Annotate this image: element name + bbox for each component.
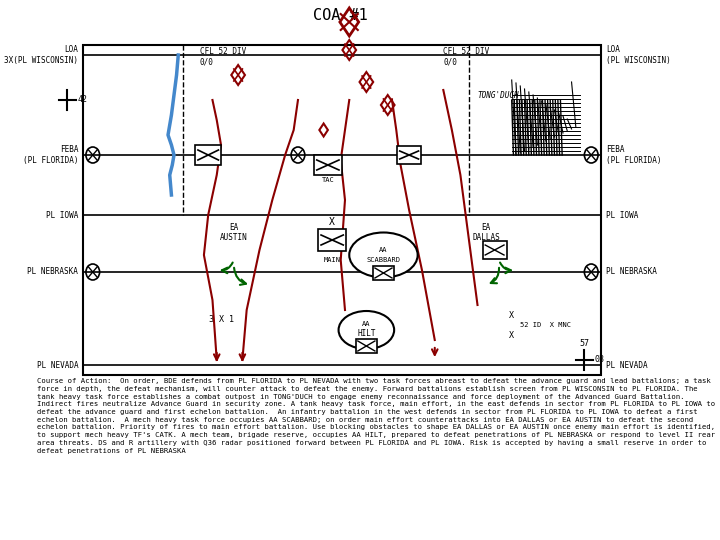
Text: CFL 52 DIV: CFL 52 DIV [444, 48, 490, 57]
Text: X: X [329, 217, 335, 227]
Bar [318, 229, 346, 251]
Text: CFL 52 DIV: CFL 52 DIV [199, 48, 246, 57]
Bar [356, 339, 377, 353]
Ellipse shape [349, 233, 418, 278]
Bar [314, 155, 341, 175]
Text: TAC: TAC [322, 177, 334, 183]
Text: EA: EA [482, 224, 491, 233]
Text: PL IOWA: PL IOWA [606, 211, 638, 219]
Text: TONG'DUCH: TONG'DUCH [477, 91, 519, 99]
Text: 0/0: 0/0 [444, 57, 457, 66]
Text: PL IOWA: PL IOWA [46, 211, 78, 219]
Text: PL NEVADA: PL NEVADA [606, 361, 647, 369]
Text: AA: AA [379, 247, 387, 253]
Text: 0/0: 0/0 [199, 57, 214, 66]
Text: EA: EA [229, 224, 238, 233]
Text: LOA
3X(PL WISCONSIN): LOA 3X(PL WISCONSIN) [4, 45, 78, 65]
Text: AA: AA [362, 321, 371, 327]
Text: 52 ID  X MNC: 52 ID X MNC [521, 322, 571, 328]
Bar [482, 241, 507, 259]
Text: PL NEBRASKA: PL NEBRASKA [606, 267, 657, 276]
Text: FEBA
(PL FLORIDA): FEBA (PL FLORIDA) [606, 145, 661, 165]
Text: PL NEVADA: PL NEVADA [37, 361, 78, 369]
Bar [373, 266, 394, 280]
Text: SCABBARD: SCABBARD [366, 257, 400, 263]
Text: X: X [509, 330, 514, 340]
Text: 42: 42 [77, 96, 87, 105]
Text: LOA
(PL WISCONSIN): LOA (PL WISCONSIN) [606, 45, 670, 65]
Text: MAIN: MAIN [324, 257, 341, 263]
Bar [397, 146, 421, 164]
Text: PL NEBRASKA: PL NEBRASKA [27, 267, 78, 276]
Ellipse shape [338, 311, 394, 349]
Text: Course of Action:  On order, BDE defends from PL FLORIDA to PL NEVADA with two t: Course of Action: On order, BDE defends … [37, 378, 716, 454]
Text: X: X [509, 310, 514, 320]
Text: DALLAS: DALLAS [472, 233, 500, 242]
Text: HILT: HILT [357, 329, 376, 339]
Text: 3 X 1: 3 X 1 [209, 315, 233, 325]
Text: 57: 57 [580, 339, 590, 348]
Text: 03: 03 [595, 355, 605, 364]
Text: FEBA
(PL FLORIDA): FEBA (PL FLORIDA) [23, 145, 78, 165]
Text: COA #1: COA #1 [313, 8, 368, 23]
Text: AUSTIN: AUSTIN [220, 233, 248, 242]
Bar [195, 145, 221, 165]
